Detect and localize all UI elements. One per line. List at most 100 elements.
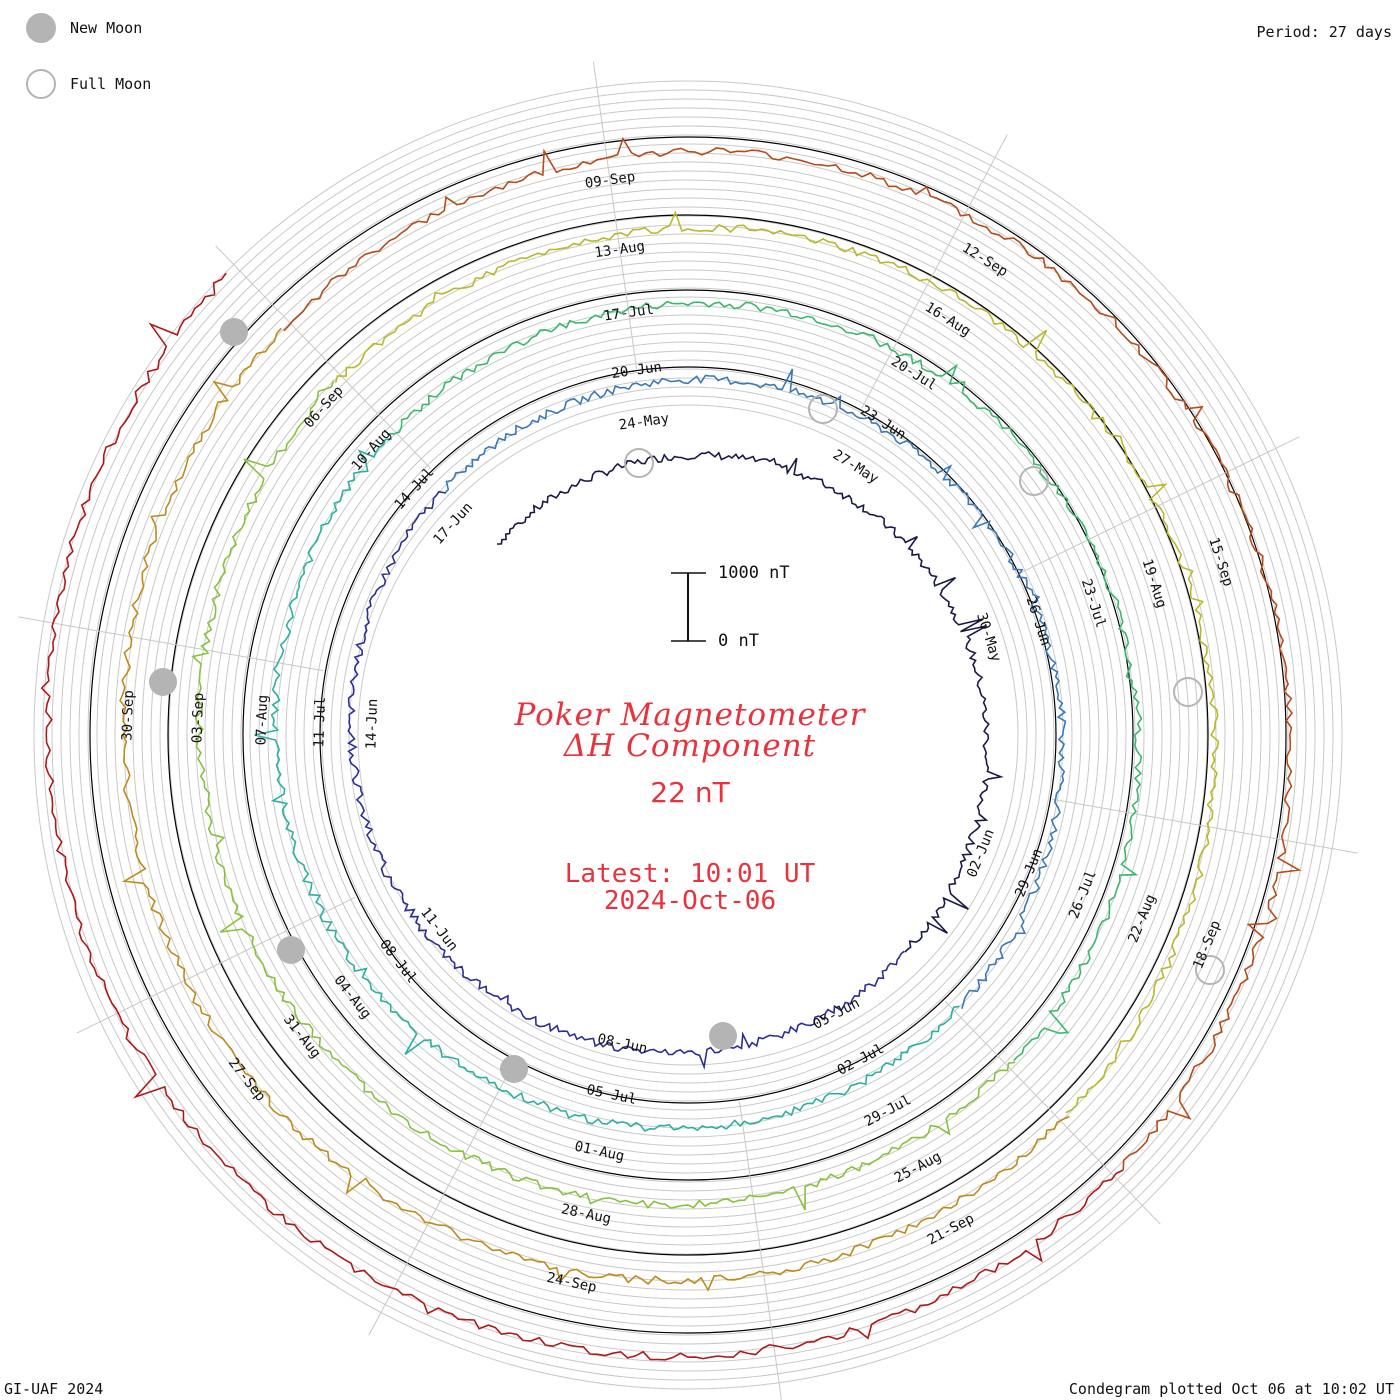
scale-top-label: 1000 nT — [718, 563, 790, 583]
radial-line — [738, 1101, 782, 1400]
radial-line — [76, 896, 356, 1034]
trace-segment — [254, 438, 960, 1132]
date-tick-label: 16-Aug — [922, 299, 973, 339]
new-moon-icon — [709, 1022, 737, 1050]
current-value: 22 nT — [650, 776, 730, 809]
scale-bar — [671, 572, 706, 642]
grid-circle — [123, 170, 1253, 1300]
grid-circle — [159, 206, 1217, 1264]
date-tick-label: 13-Aug — [594, 238, 646, 261]
grid-circle — [321, 368, 1055, 1102]
grid-circle — [186, 233, 1190, 1237]
grid-circle — [33, 80, 1343, 1390]
radial-line — [1052, 798, 1358, 854]
grid-circle — [114, 161, 1262, 1309]
period-label: Period: 27 days — [1256, 23, 1392, 41]
trace-segment — [334, 210, 1220, 1114]
grid-circle — [222, 269, 1154, 1201]
date-tick-label: 09-Sep — [584, 169, 636, 192]
full-moon-icon — [1195, 955, 1225, 985]
date-tick-label: 24-May — [618, 411, 670, 434]
date-tick-label: 27-May — [830, 447, 881, 487]
radial-line — [368, 1061, 515, 1336]
grid-circle — [303, 350, 1073, 1120]
grid-circle — [330, 377, 1046, 1093]
grid-circle — [195, 242, 1181, 1228]
title-line-1: Poker Magnetometer — [514, 697, 866, 733]
new-moon-icon — [220, 318, 248, 346]
date-tick-label: 18-Sep — [1190, 918, 1224, 971]
legend-new-moon: New Moon — [26, 13, 142, 43]
radial-line — [592, 61, 638, 369]
grid-circle — [204, 251, 1172, 1219]
grid-circle — [357, 404, 1019, 1066]
grid-circle — [51, 98, 1325, 1372]
date-tick-label: 20-Jun — [611, 359, 663, 382]
date-tick-label: 28-Aug — [560, 1201, 613, 1227]
full-moon-icon — [1173, 677, 1203, 707]
grid-circle — [249, 296, 1127, 1174]
latest-time: Latest: 10:01 UT — [564, 859, 816, 889]
title-line-2: ΔH Component — [563, 728, 817, 764]
full-moon-icon — [1019, 466, 1049, 496]
baseline-circle — [167, 214, 1209, 1256]
new-moon-label: New Moon — [70, 19, 143, 37]
trace-segment — [283, 136, 1302, 1171]
latest-date: 2024-Oct-06 — [603, 886, 777, 916]
baseline-circle — [242, 289, 1134, 1181]
trace-segment — [444, 368, 1067, 1010]
date-tick-label: 23-Jul — [1078, 577, 1109, 630]
full-moon-icon — [808, 394, 838, 424]
grid-circle — [348, 395, 1028, 1075]
grid-circle — [258, 305, 1118, 1165]
date-tick-label: 17-Jul — [603, 302, 655, 325]
baseline-circle — [89, 136, 1287, 1334]
plotted-label: Condegram plotted Oct 06 at 10:02 UT — [1068, 1380, 1394, 1398]
radial-lines — [18, 61, 1358, 1400]
trace-segment — [497, 450, 1004, 953]
grid-circle — [78, 125, 1298, 1345]
grid-circle — [96, 143, 1280, 1327]
grid-circle — [60, 107, 1316, 1363]
radial-line — [1020, 436, 1300, 574]
grid-circle — [231, 278, 1145, 1192]
radial-line — [861, 134, 1008, 409]
grid-circle — [105, 152, 1271, 1318]
trace-segment — [191, 380, 1016, 1211]
full-moon-label: Full Moon — [70, 75, 152, 93]
grid-circle — [285, 332, 1091, 1138]
date-tick-label: 05-Jun — [810, 995, 862, 1033]
credit-label: GI-UAF 2024 — [4, 1380, 104, 1398]
date-tick-label: 01-Aug — [573, 1139, 626, 1165]
full-moon-icon — [624, 448, 654, 478]
radial-line — [18, 616, 324, 672]
grid-circle — [267, 314, 1109, 1156]
radial-line — [944, 1000, 1161, 1225]
trace-segment — [387, 300, 1143, 1062]
grid-circle — [168, 215, 1208, 1255]
date-tick-label: 15-Sep — [1205, 535, 1236, 588]
new-moon-icon — [149, 668, 177, 696]
date-tick-label: 11-Jul — [311, 697, 329, 748]
new-moon-icon — [277, 936, 305, 964]
grid-circle — [141, 188, 1235, 1282]
date-tick-label: 07-Aug — [253, 695, 271, 746]
moon-markers — [149, 318, 1225, 1083]
grid-circle — [339, 386, 1037, 1084]
grid-circles — [33, 80, 1343, 1390]
date-tick-label: 23-Jun — [857, 403, 908, 443]
date-tick-label: 26-Jul — [1066, 868, 1100, 921]
legend-full-moon: Full Moon — [26, 69, 151, 99]
new-moon-icon — [500, 1055, 528, 1083]
date-tick-label: 30-May — [973, 611, 1004, 664]
traces — [40, 136, 1302, 1361]
baseline-circle — [319, 366, 1057, 1104]
chart-title: Poker Magnetometer ΔH Component — [440, 700, 940, 762]
date-tick-label: 05-Jul — [585, 1082, 638, 1108]
date-tick-label: 30-Sep — [119, 690, 137, 741]
grid-circle — [276, 323, 1100, 1147]
scale-bottom-label: 0 nT — [718, 631, 759, 651]
grid-circle — [150, 197, 1226, 1273]
trace-segment — [119, 327, 1070, 1292]
